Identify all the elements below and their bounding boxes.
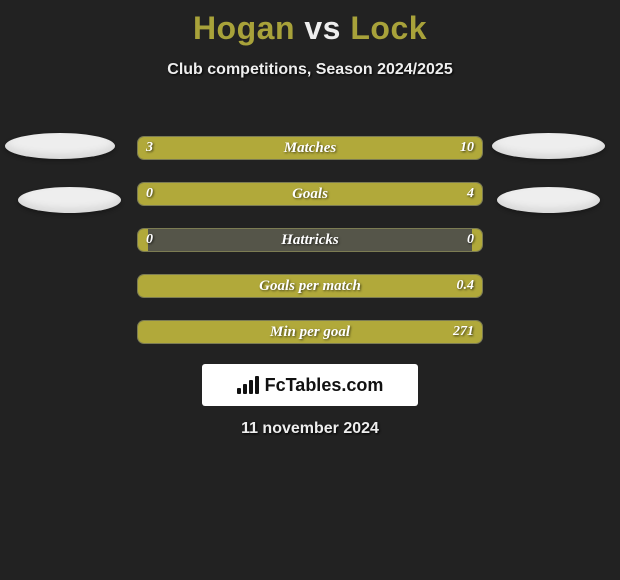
source-badge: FcTables.com [202, 364, 418, 406]
bar-left-segment [138, 229, 148, 251]
stat-label: Hattricks [138, 229, 482, 251]
avatar-oval [497, 187, 600, 213]
stat-row: Goals04 [137, 182, 483, 206]
source-label: FcTables.com [265, 375, 384, 396]
vs-separator: vs [304, 10, 341, 46]
bar-left-segment [138, 183, 148, 205]
bar-right-segment [148, 321, 482, 343]
avatar-oval [5, 133, 115, 159]
bar-right-segment [472, 229, 482, 251]
avatar-oval [492, 133, 605, 159]
stat-row: Hattricks00 [137, 228, 483, 252]
bar-right-segment [148, 183, 482, 205]
comparison-bars: Matches310 Goals04 Hattricks00 Goals per ma… [137, 136, 483, 366]
player2-name: Lock [350, 10, 427, 46]
stat-row: Matches310 [137, 136, 483, 160]
bar-left-segment [138, 321, 148, 343]
stat-row: Min per goal271 [137, 320, 483, 344]
bar-left-segment [138, 275, 148, 297]
avatar-oval [18, 187, 121, 213]
bar-right-segment [148, 275, 482, 297]
comparison-card: Hogan vs Lock Club competitions, Season … [0, 10, 620, 580]
bar-left-segment [138, 137, 203, 159]
bar-right-segment [203, 137, 482, 159]
fctables-icon [237, 376, 259, 394]
stat-row: Goals per match0.4 [137, 274, 483, 298]
date-label: 11 november 2024 [0, 420, 620, 438]
subtitle: Club competitions, Season 2024/2025 [0, 61, 620, 79]
page-title: Hogan vs Lock [0, 10, 620, 47]
player1-name: Hogan [193, 10, 295, 46]
